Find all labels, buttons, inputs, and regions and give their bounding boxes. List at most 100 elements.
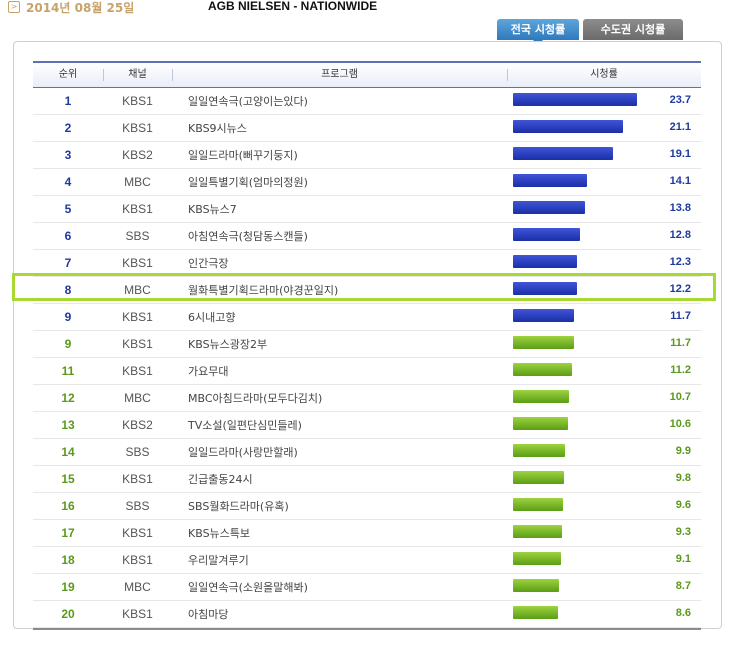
table-row: 20 KBS1 아침마당 8.6: [33, 601, 701, 628]
rating-value: 9.1: [675, 552, 691, 565]
tab-nationwide[interactable]: 전국 시청률: [497, 19, 579, 45]
rank-cell: 13: [61, 418, 75, 432]
rating-value: 14.1: [669, 174, 691, 187]
channel-cell: KBS2: [122, 418, 153, 432]
tab-capital-area[interactable]: 수도권 시청률: [583, 19, 683, 40]
table-row: 17 KBS1 KBS뉴스특보 9.3: [33, 520, 701, 547]
table-row: 11 KBS1 가요무대 11.2: [33, 358, 701, 385]
table-row: 8 MBC 월화특별기획드라마(야경꾼일지) 12.2: [33, 277, 701, 304]
rank-cell: 19: [61, 580, 75, 594]
highlight-box: [12, 273, 716, 301]
program-cell: KBS뉴스특보: [188, 527, 251, 540]
rating-bar: [513, 254, 577, 268]
rank-cell: 20: [61, 607, 75, 621]
rating-value: 12.2: [669, 282, 691, 295]
rank-cell: 11: [61, 364, 75, 378]
rank-cell: 7: [64, 256, 72, 270]
channel-cell: KBS1: [122, 364, 153, 378]
rating-bar: [513, 92, 637, 106]
rating-cell: 12.3: [507, 250, 701, 277]
rating-cell: 9.1: [507, 547, 701, 574]
rating-value: 11.7: [670, 336, 691, 349]
rating-cell: 12.8: [507, 223, 701, 250]
program-cell: 아침마당: [188, 608, 229, 621]
rating-bar: [513, 119, 623, 133]
rating-bar: [513, 335, 574, 349]
source-title: AGB NIELSEN - NATIONWIDE: [208, 0, 378, 13]
program-cell: KBS9시뉴스: [188, 122, 247, 135]
column-channel: 채널: [103, 68, 172, 82]
rating-cell: 8.7: [507, 574, 701, 601]
program-cell: 일일연속극(소원을말해봐): [188, 581, 308, 594]
rating-cell: 10.7: [507, 385, 701, 412]
rating-bar: [513, 551, 561, 565]
rating-cell: 9.3: [507, 520, 701, 547]
rating-bar: [513, 146, 613, 160]
table-bottom-line: [33, 628, 701, 630]
rank-cell: 6: [64, 229, 72, 243]
channel-cell: MBC: [124, 580, 151, 594]
program-cell: SBS월화드라마(유혹): [188, 500, 289, 513]
channel-cell: SBS: [125, 229, 150, 243]
rating-cell: 9.9: [507, 439, 701, 466]
table-row: 19 MBC 일일연속극(소원을말해봐) 8.7: [33, 574, 701, 601]
rating-value: 10.7: [669, 390, 691, 403]
program-cell: KBS뉴스7: [188, 203, 237, 216]
rank-cell: 12: [61, 391, 75, 405]
channel-cell: MBC: [124, 283, 151, 297]
rating-bar: [513, 362, 572, 376]
rank-cell: 8: [64, 283, 72, 297]
channel-cell: KBS1: [122, 310, 153, 324]
program-cell: 가요무대: [188, 365, 229, 378]
channel-cell: KBS1: [122, 337, 153, 351]
rank-cell: 2: [64, 121, 72, 135]
table-row: 7 KBS1 인간극장 12.3: [33, 250, 701, 277]
program-cell: 긴급출동24시: [188, 473, 253, 486]
channel-cell: MBC: [124, 391, 151, 405]
rating-value: 8.6: [675, 606, 691, 619]
table-row: 9 KBS1 6시내고향 11.7: [33, 304, 701, 331]
rank-cell: 1: [64, 94, 72, 108]
rank-cell: 9: [64, 310, 72, 324]
table-row: 9 KBS1 KBS뉴스광장2부 11.7: [33, 331, 701, 358]
rating-cell: 14.1: [507, 169, 701, 196]
table-row: 2 KBS1 KBS9시뉴스 21.1: [33, 115, 701, 142]
rating-value: 11.7: [670, 309, 691, 322]
channel-cell: SBS: [125, 499, 150, 513]
program-cell: 일일드라마(뻐꾸기둥지): [188, 149, 298, 162]
rating-bar: [513, 470, 564, 484]
rank-cell: 16: [61, 499, 75, 513]
table-row: 4 MBC 일일특별기획(엄마의정원) 14.1: [33, 169, 701, 196]
rank-cell: 3: [64, 148, 72, 162]
table-row: 1 KBS1 일일연속극(고양이는있다) 23.7: [33, 88, 701, 115]
program-cell: 우리말겨루기: [188, 554, 249, 567]
broadcast-date: 2014년 08월 25일: [26, 0, 135, 15]
table-header: 순위 채널 프로그램 시청률: [33, 61, 701, 88]
channel-cell: KBS1: [122, 121, 153, 135]
rating-value: 11.2: [670, 363, 691, 376]
rating-bar: [513, 281, 577, 295]
rating-value: 8.7: [675, 579, 691, 592]
column-program: 프로그램: [172, 68, 507, 82]
rating-cell: 9.8: [507, 466, 701, 493]
table-row: 18 KBS1 우리말겨루기 9.1: [33, 547, 701, 574]
table-row: 14 SBS 일일드라마(사랑만할래) 9.9: [33, 439, 701, 466]
arrow-icon: >: [8, 1, 20, 13]
program-cell: TV소설(일편단심민들레): [188, 419, 302, 432]
rating-bar: [513, 173, 587, 187]
rating-bar: [513, 605, 558, 619]
rating-bar: [513, 227, 580, 241]
rating-bar: [513, 497, 563, 511]
ratings-table-body: 1 KBS1 일일연속극(고양이는있다) 23.7 2 KBS1 KBS9시뉴스 21.1 3 K…: [33, 88, 701, 628]
column-rating: 시청률: [507, 68, 701, 82]
rating-bar: [513, 524, 562, 538]
rating-cell: 11.2: [507, 358, 701, 385]
rank-cell: 9: [64, 337, 72, 351]
date-line: > 2014년 08월 25일: [8, 0, 135, 15]
rating-tabs: 전국 시청률 수도권 시청률: [497, 19, 683, 45]
rating-value: 19.1: [669, 147, 691, 160]
rating-bar: [513, 200, 585, 214]
table-row: 15 KBS1 긴급출동24시 9.8: [33, 466, 701, 493]
rank-cell: 5: [64, 202, 72, 216]
rating-value: 10.6: [669, 417, 691, 430]
